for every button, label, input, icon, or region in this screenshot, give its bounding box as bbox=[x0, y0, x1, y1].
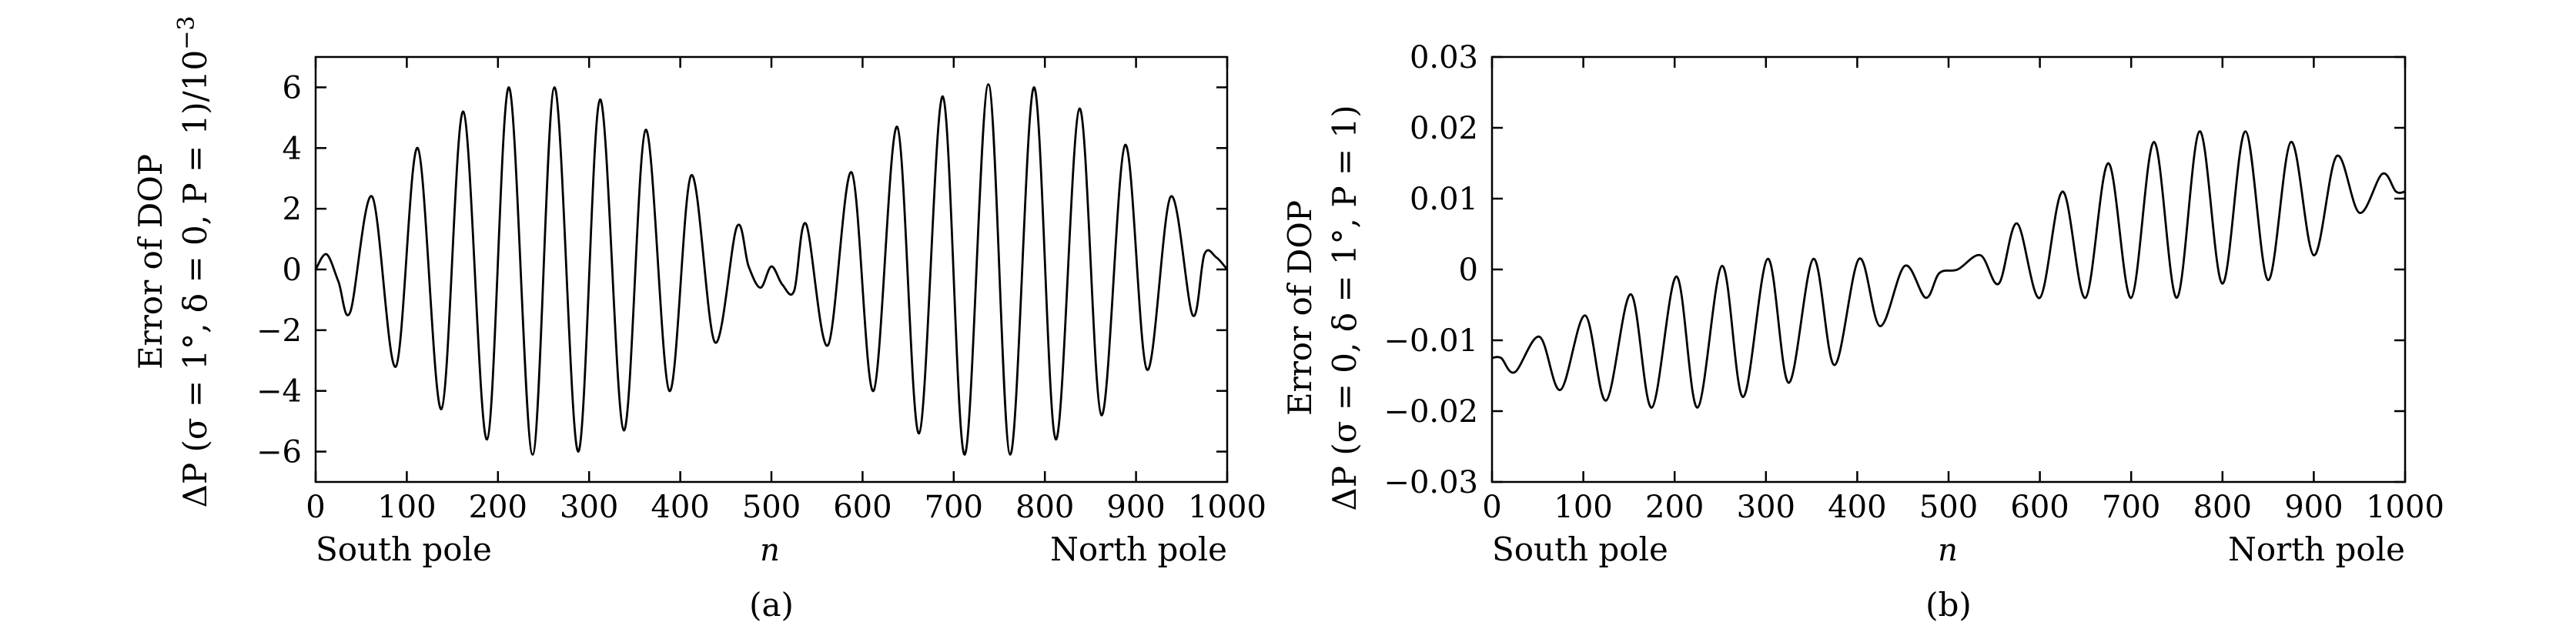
panel-b-ytick-label: 0.02 bbox=[1410, 111, 1478, 146]
panel-a-xtick-label: 800 bbox=[1015, 490, 1074, 525]
panel-b-xtick-label: 700 bbox=[2102, 490, 2160, 525]
panel-b-xticks: 0 100 200 300 400 500 600 700 800 900 1000 bbox=[1482, 57, 2444, 525]
panel-b-ylabel: Error of DOP ΔP (σ = 0, δ = 1°, P = 1) bbox=[1281, 105, 1363, 510]
panel-b-xtick-label: 0 bbox=[1482, 490, 1501, 525]
panel-b-south-pole-label: South pole bbox=[1492, 530, 1668, 568]
panel-a-xtick-label: 300 bbox=[560, 490, 618, 525]
panel-b-xtick-label: 100 bbox=[1554, 490, 1612, 525]
panel-a-ylabel-main: ΔP (σ = 1°, δ = 0, P = 1)/10 bbox=[176, 50, 214, 508]
panel-a-xticks: 0 100 200 300 400 500 600 700 800 900 1000 bbox=[306, 57, 1266, 525]
panel-a-yticks: −6 −4 −2 0 2 4 6 bbox=[256, 70, 1227, 470]
panel-a-ylabel-line2: ΔP (σ = 1°, δ = 0, P = 1)/10−3 bbox=[173, 15, 214, 507]
panel-b-ylabel-line2: ΔP (σ = 0, δ = 1°, P = 1) bbox=[1326, 105, 1363, 510]
panel-b-xtick-label: 900 bbox=[2284, 490, 2343, 525]
panel-a-north-pole-label: North pole bbox=[1050, 530, 1227, 568]
panel-b-ytick-label: 0.03 bbox=[1410, 40, 1478, 75]
panel-a-ylabel: Error of DOP ΔP (σ = 1°, δ = 0, P = 1)/1… bbox=[132, 15, 214, 507]
panel-b-xtick-label: 800 bbox=[2193, 490, 2252, 525]
panel-a-series-line bbox=[314, 83, 1229, 456]
panel-a-ytick-label: 6 bbox=[283, 70, 302, 105]
panel-b-series-line bbox=[1491, 130, 2406, 409]
panel-b-xtick-label: 300 bbox=[1737, 490, 1795, 525]
panel-b-ytick-label: 0.01 bbox=[1410, 182, 1478, 217]
panel-a-xtick-label: 0 bbox=[306, 490, 325, 525]
panel-a-south-pole-label: South pole bbox=[316, 530, 492, 568]
panel-a-xtick-label: 500 bbox=[742, 490, 801, 525]
panel-b-ytick-label: 0 bbox=[1459, 253, 1478, 288]
panel-a-label: (a) bbox=[749, 586, 794, 624]
panel-b: Error of DOP ΔP (σ = 0, δ = 1°, P = 1) −… bbox=[1281, 40, 2444, 624]
panel-a-ytick-label: −6 bbox=[256, 435, 302, 470]
panel-b-xtick-label: 400 bbox=[1828, 490, 1886, 525]
panel-b-xtick-label: 200 bbox=[1645, 490, 1704, 525]
panel-b-ytick-label: −0.02 bbox=[1383, 394, 1478, 430]
panel-a-ylabel-line1: Error of DOP bbox=[132, 154, 169, 370]
panel-a-ytick-label: −4 bbox=[256, 374, 302, 410]
panel-a-xtick-label: 1000 bbox=[1188, 490, 1266, 525]
panel-a-xtick-label: 400 bbox=[651, 490, 709, 525]
panel-a-xtick-label: 700 bbox=[925, 490, 983, 525]
panel-b-xlabel: n bbox=[1938, 533, 1958, 568]
panel-b-ylabel-line1: Error of DOP bbox=[1281, 200, 1319, 416]
panel-a-xtick-label: 200 bbox=[469, 490, 527, 525]
panel-a-ytick-label: 4 bbox=[283, 131, 302, 166]
panel-a-xtick-label: 600 bbox=[833, 490, 892, 525]
panel-b-xtick-label: 600 bbox=[2010, 490, 2069, 525]
panel-a-ylabel-exponent: −3 bbox=[173, 15, 200, 49]
panel-b-yticks: −0.03 −0.02 −0.01 0 0.01 0.02 0.03 bbox=[1383, 40, 2405, 500]
panel-b-ytick-label: −0.01 bbox=[1383, 323, 1478, 359]
panel-b-ytick-label: −0.03 bbox=[1383, 465, 1478, 500]
panel-b-xtick-label: 500 bbox=[1919, 490, 1978, 525]
panel-a-xtick-label: 100 bbox=[377, 490, 436, 525]
panel-a-xlabel: n bbox=[760, 533, 780, 568]
panel-a-ytick-label: 0 bbox=[283, 253, 302, 288]
panel-a-ytick-label: 2 bbox=[283, 192, 302, 227]
panel-b-label: (b) bbox=[1925, 586, 1972, 624]
panel-a: Error of DOP ΔP (σ = 1°, δ = 0, P = 1)/1… bbox=[132, 15, 1266, 624]
panel-b-xtick-label: 1000 bbox=[2366, 490, 2444, 525]
panel-a-ytick-label: −2 bbox=[256, 313, 302, 349]
panel-a-xtick-label: 900 bbox=[1106, 490, 1165, 525]
panel-b-plot-frame bbox=[1490, 55, 2407, 483]
panel-b-north-pole-label: North pole bbox=[2228, 530, 2405, 568]
